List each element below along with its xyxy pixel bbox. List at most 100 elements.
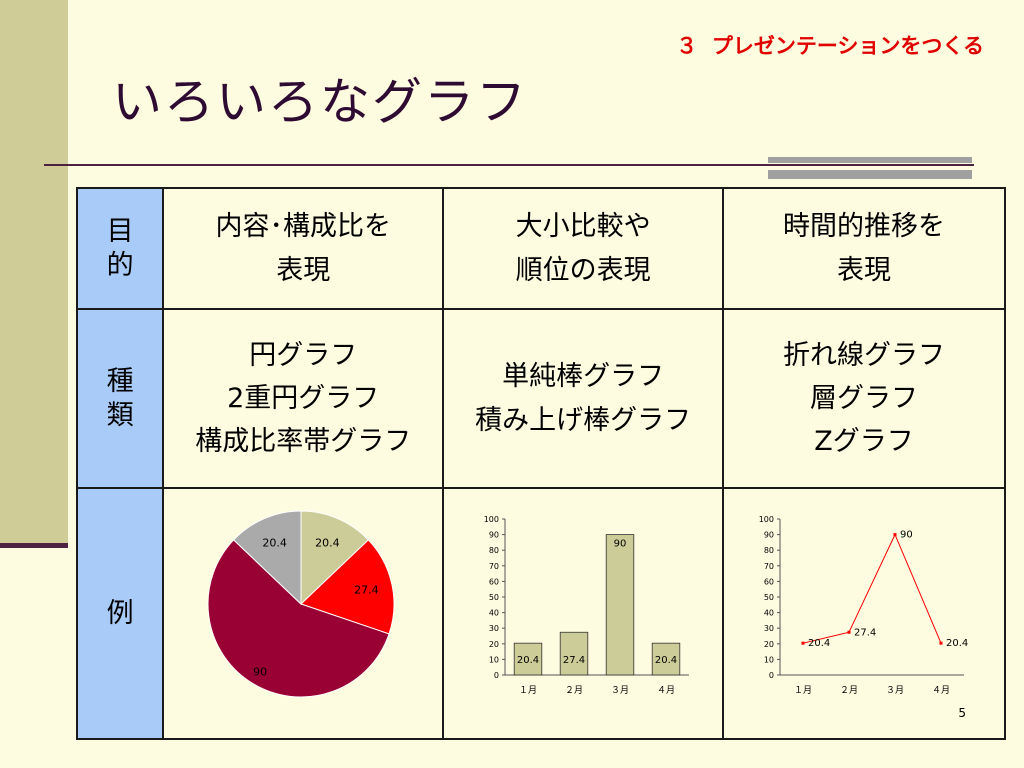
bar-chart: 0 10 20 30 40 50 60 70 80 90 100 20.4 １月 27.4 ２月 90 ３月 20…: [484, 515, 690, 696]
line-point: [893, 533, 897, 537]
row-header-char: 類: [106, 399, 134, 431]
y-tick-label: 30: [764, 624, 774, 633]
x-tick-label: ４月: [932, 685, 950, 696]
bar-data-label: 90: [614, 539, 627, 550]
y-tick-label: 90: [489, 531, 499, 540]
left-decor-rule: [0, 543, 68, 548]
bar-data-label: 20.4: [517, 655, 539, 666]
cell-purpose-composition: 内容･構成比を 表現: [162, 187, 445, 310]
cell-line: 2重円グラフ: [227, 382, 380, 414]
y-tick-label: 30: [489, 624, 499, 633]
row-header-types: 種 類: [75, 308, 165, 489]
cell-line: 円グラフ: [249, 339, 358, 371]
row-header-char: 例: [106, 597, 134, 629]
cell-line: 時間的推移を: [783, 211, 946, 243]
x-tick-label: ４月: [657, 685, 675, 696]
bar: [513, 642, 543, 676]
x-tick-label: ３月: [611, 685, 629, 696]
y-tick-label: 100: [759, 515, 774, 524]
bar-data-label: 20.4: [655, 655, 677, 666]
row-header-char: 種: [106, 365, 134, 397]
y-tick-label: 20: [489, 640, 499, 649]
y-tick-label: 50: [489, 593, 499, 602]
cell-example-bar: 0 10 20 30 40 50 60 70 80 90 100 20.4 １月 27.4 ２月 90 ３月 20…: [442, 487, 725, 740]
y-tick-label: 80: [764, 546, 774, 555]
cell-line: 順位の表現: [515, 254, 651, 286]
bar: [559, 631, 589, 676]
cell-line: 折れ線グラフ: [783, 339, 946, 371]
table-row-purpose: 目 的 内容･構成比を 表現 大小比較や 順位の表現 時間的推移を 表現: [75, 187, 1006, 310]
y-tick-label: 0: [494, 671, 499, 680]
y-tick-label: 90: [764, 531, 774, 540]
title-rule: [44, 164, 974, 166]
pie-slice: [233, 510, 302, 606]
section-label: ３ プレゼンテーションをつくる: [676, 34, 984, 58]
graph-types-table: 目 的 内容･構成比を 表現 大小比較や 順位の表現 時間的推移を 表現 種 類…: [75, 187, 1006, 740]
row-header-examples: 例: [75, 487, 165, 740]
title-rule-accent-top: [768, 157, 972, 163]
line-series: [802, 533, 942, 644]
y-tick-label: 20: [764, 640, 774, 649]
y-tick-label: 70: [489, 562, 499, 571]
x-tick-label: ３月: [886, 685, 904, 696]
y-tick-label: 50: [764, 593, 774, 602]
cell-line: 積み上げ棒グラフ: [475, 404, 692, 436]
page-number: 5: [958, 706, 966, 720]
table-row-types: 種 類 円グラフ 2重円グラフ 構成比率帯グラフ 単純棒グラフ 積み上げ棒グラフ…: [75, 308, 1006, 489]
pie-slice: [207, 539, 390, 698]
line-point: [939, 641, 943, 645]
line-point: [801, 641, 805, 645]
table-row-examples: 例 20.4 27.4 90 20.4 0 10 20 30 40 50 60 70 80 90 100 2…: [75, 487, 1006, 740]
cell-types-bar: 単純棒グラフ 積み上げ棒グラフ: [442, 308, 725, 489]
row-header-char: 的: [106, 249, 134, 281]
cell-example-line: 0 10 20 30 40 50 60 70 80 90 100 20.4 １月 27.4 ２月 90 ３月 20…: [722, 487, 1006, 740]
pie-chart: 20.4 27.4 90 20.4: [207, 510, 395, 698]
y-tick-label: 60: [489, 577, 499, 586]
y-tick-label: 0: [769, 671, 774, 680]
cell-line: 構成比率帯グラフ: [195, 426, 412, 458]
pie-slice: [300, 539, 395, 635]
pie-data-label: 27.4: [354, 584, 379, 597]
cell-types-line: 折れ線グラフ 層グラフ Zグラフ: [722, 308, 1006, 489]
y-tick-label: 40: [764, 609, 774, 618]
line-data-label: 20.4: [946, 638, 968, 649]
line-point: [847, 630, 851, 634]
row-header-char: 目: [106, 215, 134, 247]
pie-data-label: 90: [253, 666, 267, 679]
y-tick-label: 70: [764, 562, 774, 571]
x-tick-label: １月: [794, 685, 812, 696]
x-tick-label: ２月: [840, 685, 858, 696]
cell-types-pie: 円グラフ 2重円グラフ 構成比率帯グラフ: [162, 308, 445, 489]
cell-line: 単純棒グラフ: [502, 361, 665, 393]
bar-data-label: 27.4: [563, 655, 585, 666]
line-data-label: 90: [900, 530, 913, 541]
cell-line: Zグラフ: [814, 426, 914, 458]
x-tick-label: ２月: [565, 685, 583, 696]
y-tick-label: 100: [484, 515, 499, 524]
y-tick-label: 80: [489, 546, 499, 555]
line-chart: 0 10 20 30 40 50 60 70 80 90 100 20.4 １月 27.4 ２月 90 ３月 20…: [759, 515, 969, 696]
pie-data-label: 20.4: [263, 536, 288, 549]
line-data-label: 20.4: [808, 638, 830, 649]
bar: [605, 534, 635, 676]
cell-purpose-trend: 時間的推移を 表現: [722, 187, 1006, 310]
x-tick-label: １月: [519, 685, 537, 696]
row-header-purpose: 目 的: [75, 187, 165, 310]
cell-line: 内容･構成比を: [215, 211, 391, 243]
bar: [651, 642, 681, 676]
y-tick-label: 40: [489, 609, 499, 618]
pie-slice: [300, 510, 370, 606]
y-tick-label: 10: [764, 655, 774, 664]
y-tick-label: 10: [489, 655, 499, 664]
pie-data-label: 20.4: [315, 536, 340, 549]
cell-line: 表現: [276, 254, 331, 286]
title-rule-accent-bottom: [768, 170, 972, 179]
slide-title: いろいろなグラフ: [112, 73, 528, 131]
cell-line: 層グラフ: [810, 382, 919, 414]
cell-line: 表現: [837, 254, 892, 286]
y-tick-label: 60: [764, 577, 774, 586]
cell-example-pie: 20.4 27.4 90 20.4: [162, 487, 445, 740]
cell-line: 大小比較や: [515, 211, 651, 243]
line-data-label: 27.4: [854, 627, 876, 638]
left-decor-band: [0, 0, 68, 548]
